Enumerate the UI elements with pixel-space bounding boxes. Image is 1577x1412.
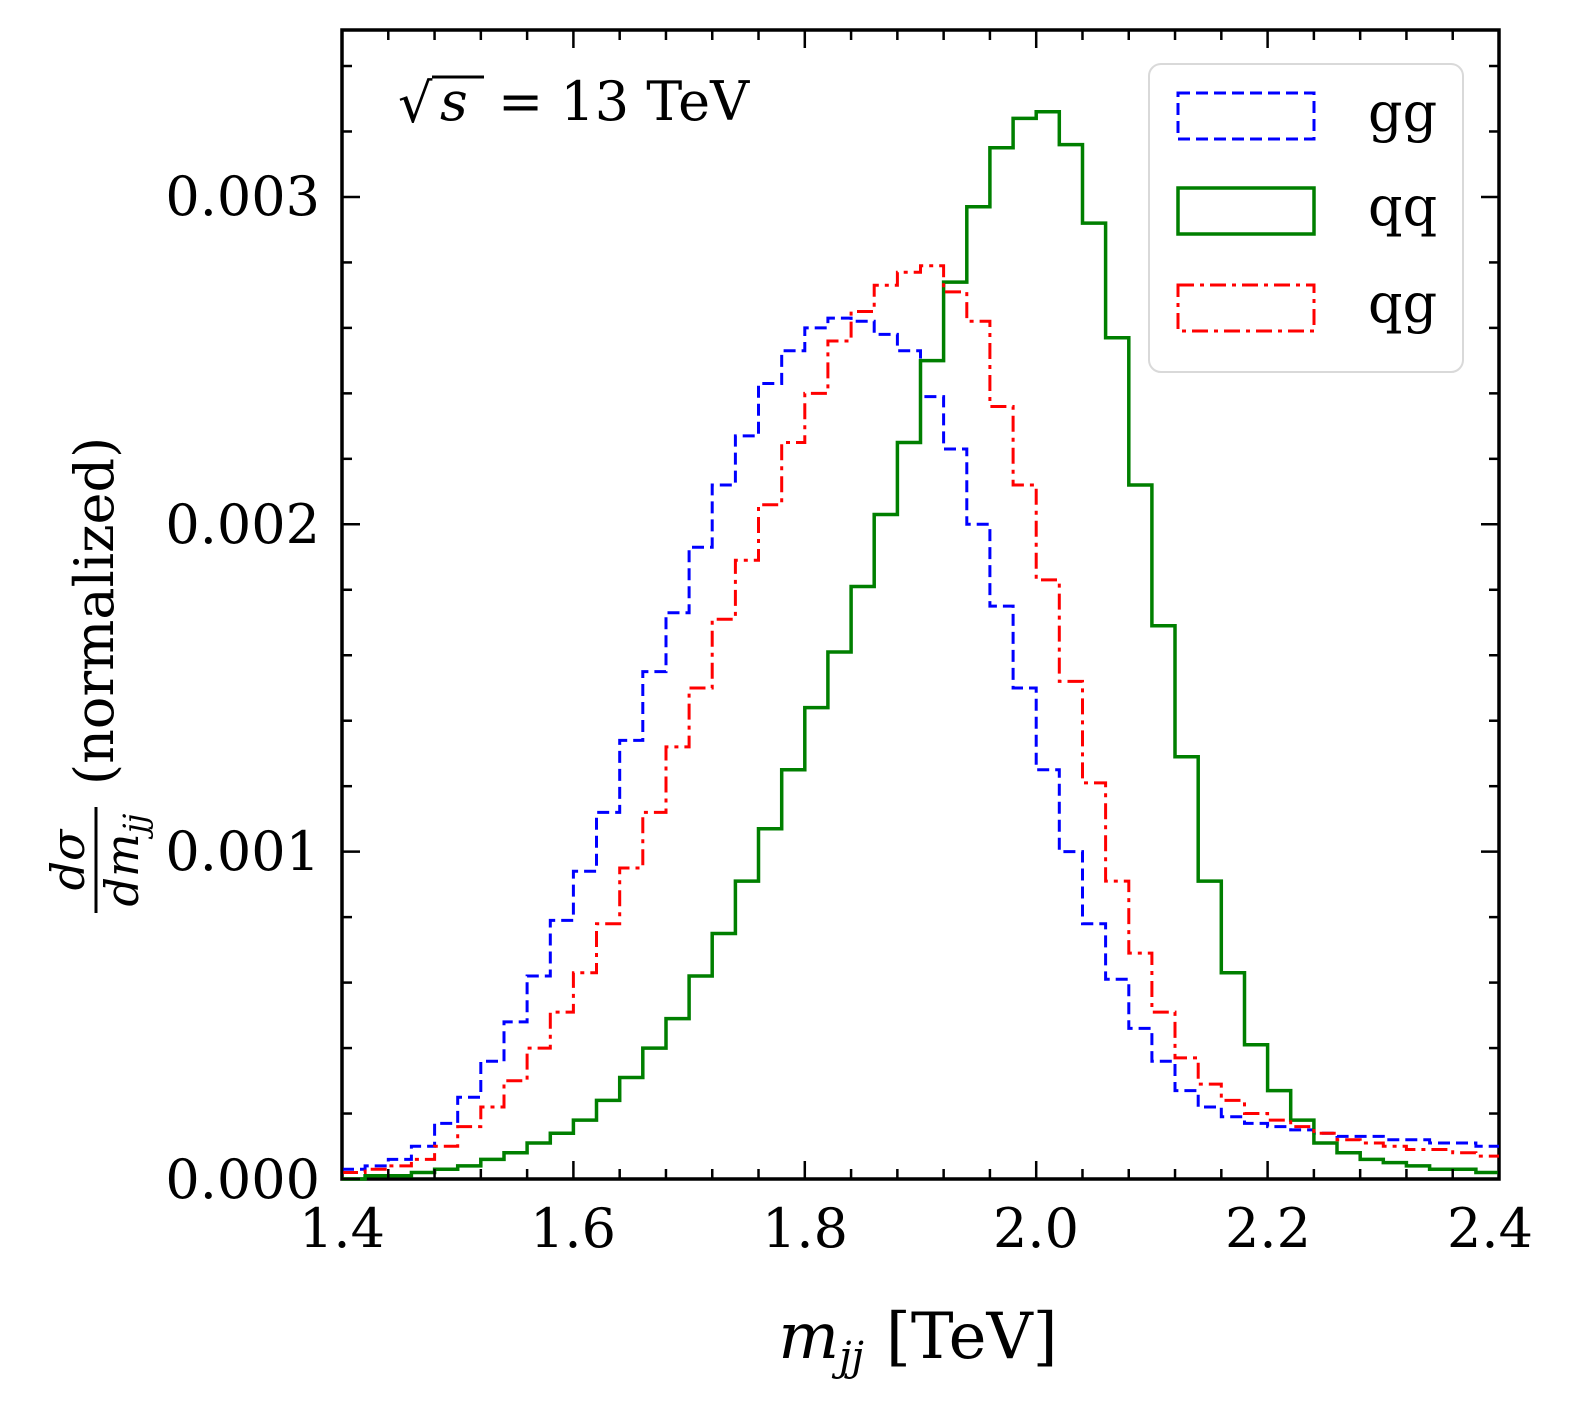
x-axis-unit: [TeV] [886,1300,1058,1374]
legend-frame [1148,63,1464,373]
y-tick-label: 0.000 [165,1148,320,1211]
legend-label-gg: gg [1368,81,1437,144]
tick-layer [340,30,1501,1181]
energy-annotation: √ s = 13 TeV [398,70,750,135]
y-axis-numerator: dσ [41,828,95,890]
legend-label-qg: qg [1368,272,1437,335]
y-tick-label: 0.002 [165,493,320,556]
x-tick-labels: 1.4 1.6 1.8 2.0 2.2 2.4 [299,1197,1533,1260]
y-axis-denominator: dmjj [95,813,154,906]
y-axis-title: dσ dmjj (normalized) [41,437,154,913]
x-axis-symbol: m [778,1300,839,1374]
energy-value: = 13 TeV [498,70,750,133]
series-line-qg [342,264,1499,1174]
x-axis-title: mjj [TeV] [778,1300,1057,1380]
y-axis-denominator-symbol: dm [95,833,149,906]
sqrt-symbol: √ [398,72,433,135]
y-tick-labels: 0.000 0.001 0.002 0.003 [165,165,320,1211]
y-tick-label: 0.001 [165,820,320,883]
x-tick-label: 2.0 [993,1197,1079,1260]
series-line-gg [342,316,1499,1171]
sqrt-radicand: s [440,70,468,133]
legend-item-qq: qq [1176,175,1437,238]
series-line-qq [342,110,1499,1181]
y-axis-suffix: (normalized) [63,437,126,785]
x-tick-label: 1.6 [530,1197,616,1260]
x-tick-label: 2.4 [1447,1197,1533,1260]
legend-label-qq: qq [1368,175,1437,238]
x-tick-label: 1.8 [762,1197,848,1260]
legend-swatch-qg [1176,283,1316,333]
series-layer [342,110,1499,1181]
legend: gg qq qg [1148,63,1464,373]
legend-item-gg: gg [1176,81,1437,144]
y-tick-label: 0.003 [165,165,320,228]
legend-swatch-qq [1176,186,1316,236]
x-tick-label: 2.2 [1225,1197,1311,1260]
legend-item-qg: qg [1176,272,1437,335]
x-tick-label: 1.4 [299,1197,385,1260]
